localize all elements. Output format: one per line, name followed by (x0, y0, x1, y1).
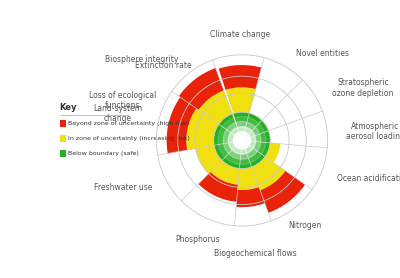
Circle shape (233, 132, 250, 149)
Wedge shape (222, 140, 242, 168)
Wedge shape (242, 113, 262, 140)
Wedge shape (242, 120, 268, 140)
Wedge shape (219, 65, 262, 90)
Bar (60, 150, 66, 157)
Text: Atmospheric
aerosol loading: Atmospheric aerosol loading (346, 121, 400, 141)
Wedge shape (186, 108, 219, 150)
Wedge shape (214, 140, 242, 160)
Text: Freshwater use: Freshwater use (94, 183, 153, 192)
Wedge shape (198, 172, 238, 202)
Wedge shape (265, 143, 280, 162)
Wedge shape (242, 131, 270, 143)
Wedge shape (242, 140, 270, 157)
Circle shape (237, 135, 247, 145)
Text: Beyond zone of uncertainty (high risk): Beyond zone of uncertainty (high risk) (68, 121, 189, 126)
Circle shape (218, 116, 266, 164)
Wedge shape (214, 124, 242, 145)
Circle shape (223, 121, 261, 159)
Wedge shape (196, 145, 222, 174)
Wedge shape (260, 171, 305, 213)
Text: Nitrogen: Nitrogen (288, 221, 322, 230)
Wedge shape (238, 167, 259, 190)
Text: Biogeochemical flows: Biogeochemical flows (214, 249, 297, 258)
Bar (60, 120, 66, 127)
Wedge shape (242, 140, 265, 167)
Circle shape (228, 127, 256, 154)
Wedge shape (198, 91, 232, 124)
Wedge shape (233, 112, 249, 140)
Text: In zone of uncertainty (increasing risk): In zone of uncertainty (increasing risk) (68, 136, 190, 141)
Bar (60, 135, 66, 142)
Text: Phosphorus: Phosphorus (176, 235, 220, 244)
Wedge shape (179, 68, 224, 110)
Wedge shape (210, 160, 240, 185)
Text: Novel entities: Novel entities (296, 49, 350, 58)
Wedge shape (167, 97, 196, 153)
Text: Below boundary (safe): Below boundary (safe) (68, 151, 139, 156)
Text: Extinction rate: Extinction rate (135, 61, 192, 70)
Wedge shape (240, 140, 252, 169)
Text: Loss of ecological
functions: Loss of ecological functions (89, 91, 156, 110)
Wedge shape (226, 87, 256, 113)
Text: Stratospheric
ozone depletion: Stratospheric ozone depletion (332, 78, 394, 98)
Wedge shape (252, 157, 286, 190)
Text: Land-system
change: Land-system change (94, 104, 143, 123)
Text: Climate change: Climate change (210, 30, 270, 39)
Text: Ocean acidification: Ocean acidification (337, 174, 400, 183)
Text: Biosphere integrity: Biosphere integrity (105, 55, 179, 64)
Wedge shape (219, 114, 242, 140)
Wedge shape (236, 187, 265, 207)
Text: Key: Key (60, 103, 77, 112)
